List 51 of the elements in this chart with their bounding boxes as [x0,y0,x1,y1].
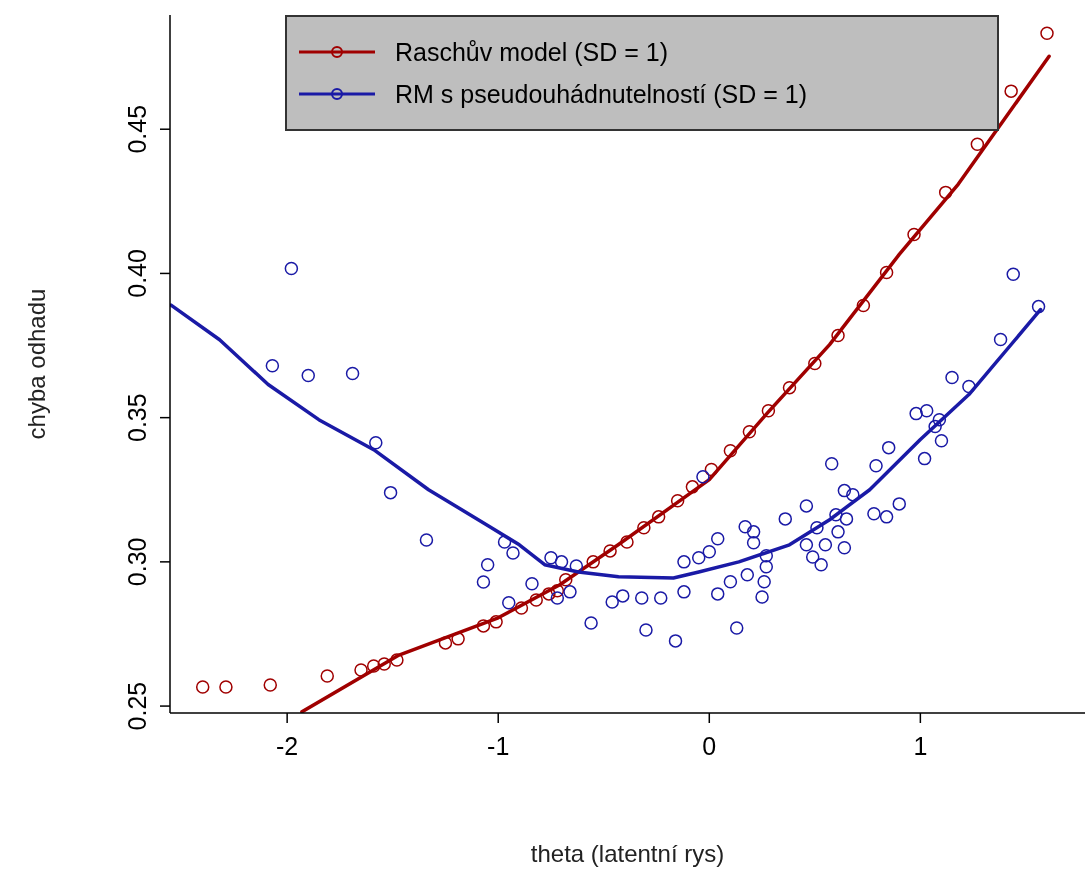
legend-label: RM s pseudouhádnutelností (SD = 1) [395,79,808,109]
point [831,328,845,343]
point [938,185,953,200]
point [879,265,894,280]
x-tick-label: 1 [913,732,928,760]
point [685,480,700,494]
point [263,678,278,692]
point [670,493,685,508]
point [219,680,233,694]
point [637,521,651,535]
x-tick-label: -1 [487,732,510,760]
point [782,380,797,395]
point [761,403,776,418]
point [550,583,565,598]
point [529,593,543,607]
point [586,555,600,569]
y-tick-label: 0.40 [123,249,151,298]
point [354,663,368,677]
point [1004,84,1018,98]
point [514,601,529,615]
point [970,137,985,151]
point [390,653,404,667]
point [808,356,822,371]
point [907,227,921,242]
x-tick-label: -2 [276,732,299,760]
point [742,425,757,439]
point [1040,26,1054,40]
y-tick-label: 0.25 [123,681,151,731]
point [559,573,573,587]
y-tick-label: 0.30 [123,537,151,587]
point [451,632,465,646]
y-tick-label: 0.45 [123,104,151,154]
y-tick-label: 0.35 [123,393,151,442]
point [856,298,871,313]
y-axis-title: chyba odhadu [22,288,50,440]
point [704,462,719,477]
x-tick-label: 0 [702,732,717,760]
point [651,510,666,524]
point [476,619,491,633]
legend-label: Raschův model (SD = 1) [395,37,669,67]
x-axis-title: theta (latentní rys) [530,840,725,867]
point [438,636,453,650]
point [542,587,556,601]
point [603,544,617,558]
point [377,657,391,671]
point [195,680,210,694]
point [489,615,503,629]
point [320,669,334,683]
point [366,659,381,673]
point [723,444,738,458]
point [620,535,634,549]
